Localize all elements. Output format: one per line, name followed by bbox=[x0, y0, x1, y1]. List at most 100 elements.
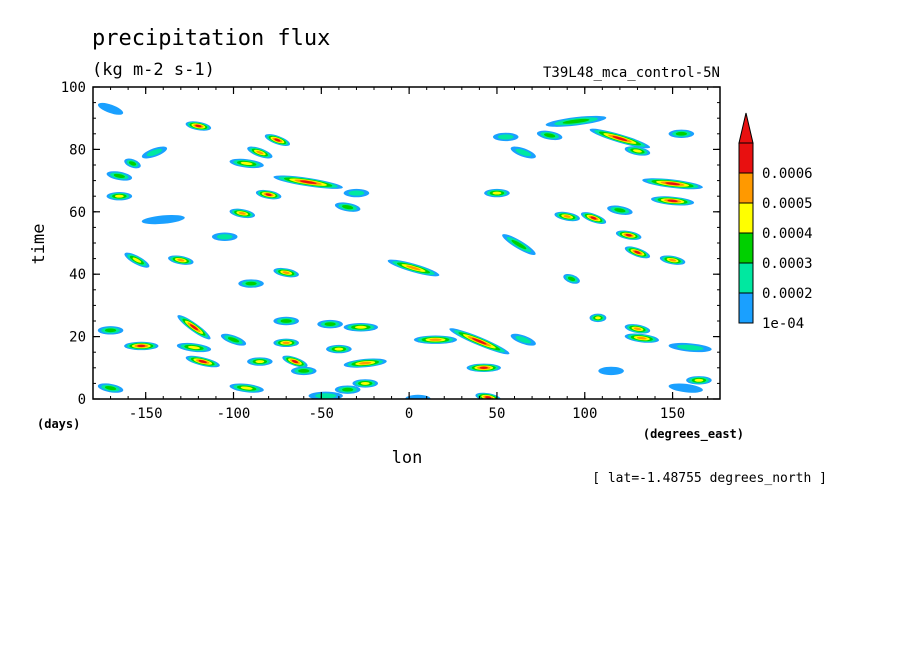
precip-event bbox=[343, 323, 379, 332]
precip-event bbox=[554, 211, 580, 222]
contour-band bbox=[128, 161, 137, 166]
colorbar-label: 1e-04 bbox=[762, 316, 804, 332]
contour-band bbox=[360, 381, 370, 385]
precip-event bbox=[273, 267, 299, 278]
precip-event bbox=[211, 232, 238, 241]
precip-event bbox=[589, 313, 607, 323]
precip-event bbox=[141, 146, 168, 159]
precip-event bbox=[615, 230, 642, 240]
contour-band bbox=[238, 212, 246, 215]
colorbar: 1e-04 0.0002 0.0003 0.0004 0.0005 0.0006 bbox=[738, 112, 813, 332]
contour-band bbox=[195, 124, 202, 128]
contour-band bbox=[590, 216, 597, 220]
x-tick-label: 0 bbox=[405, 406, 413, 422]
contour-band bbox=[280, 319, 292, 323]
contour-band bbox=[114, 194, 124, 198]
precip-event bbox=[668, 342, 712, 353]
precip-event bbox=[177, 315, 211, 340]
precipitation-events bbox=[97, 102, 712, 399]
colorbar-label: 0.0005 bbox=[762, 196, 813, 212]
precip-event bbox=[124, 252, 150, 268]
precip-event bbox=[580, 212, 607, 225]
contour-band bbox=[334, 347, 344, 351]
contour-band bbox=[341, 387, 354, 392]
plot-area bbox=[93, 87, 720, 399]
colorbar-swatch bbox=[738, 232, 754, 264]
x-tick-label: -150 bbox=[129, 406, 163, 422]
contour-band bbox=[429, 338, 442, 341]
contour-band bbox=[492, 191, 502, 195]
precip-event bbox=[106, 192, 133, 201]
precip-event bbox=[466, 363, 501, 372]
contour-band bbox=[177, 258, 185, 262]
contour-band bbox=[543, 133, 556, 138]
colorbar-swatch bbox=[738, 172, 754, 204]
precip-event bbox=[124, 158, 141, 169]
contour-band bbox=[595, 316, 601, 320]
precip-event bbox=[387, 259, 440, 277]
precip-event bbox=[255, 189, 282, 200]
contour-band bbox=[667, 199, 678, 203]
contour-band bbox=[245, 281, 257, 286]
precip-event bbox=[220, 333, 247, 346]
precip-event bbox=[668, 383, 703, 393]
precip-event bbox=[229, 158, 264, 169]
contour-band bbox=[359, 361, 372, 365]
colorbar-swatch bbox=[738, 142, 754, 174]
contour-band bbox=[315, 393, 337, 399]
precip-event bbox=[484, 188, 510, 198]
contour-band bbox=[146, 148, 163, 157]
colorbar-swatch bbox=[738, 262, 754, 294]
precip-event bbox=[317, 319, 343, 329]
contour-band bbox=[563, 215, 571, 218]
precip-event bbox=[651, 196, 695, 206]
precip-event bbox=[334, 202, 361, 212]
contour-band bbox=[256, 150, 264, 155]
precip-event bbox=[343, 358, 387, 368]
y-tick-label: 80 bbox=[69, 142, 86, 158]
colorbar-label: 0.0003 bbox=[762, 256, 813, 272]
contour-band bbox=[634, 250, 641, 254]
contour-band bbox=[676, 344, 704, 351]
y-tick-label: 20 bbox=[69, 330, 86, 346]
contour-band bbox=[265, 193, 272, 196]
precip-event bbox=[686, 376, 712, 385]
precip-event bbox=[510, 333, 536, 346]
contour-band bbox=[227, 337, 240, 343]
precip-event bbox=[326, 344, 352, 354]
precip-event bbox=[273, 338, 299, 348]
colorbar-label: 0.0006 bbox=[762, 166, 813, 182]
precip-event bbox=[642, 178, 703, 190]
y-tick-label: 40 bbox=[69, 267, 86, 283]
precip-event bbox=[97, 326, 124, 335]
precip-event bbox=[624, 146, 651, 156]
colorbar-swatch bbox=[738, 202, 754, 234]
precip-event bbox=[607, 205, 633, 215]
contour-band bbox=[188, 345, 200, 350]
contour-band bbox=[104, 385, 117, 391]
precip-event bbox=[229, 383, 264, 393]
contour-band bbox=[614, 208, 626, 213]
contour-band bbox=[515, 336, 532, 344]
precip-event bbox=[176, 342, 212, 353]
contour-band bbox=[675, 131, 688, 136]
contour-band bbox=[515, 148, 532, 157]
precip-event bbox=[343, 188, 370, 198]
precip-event bbox=[624, 333, 659, 343]
contour-band bbox=[633, 149, 642, 153]
contour-band bbox=[485, 396, 492, 399]
contour-band bbox=[598, 366, 624, 376]
contour-band bbox=[299, 180, 317, 184]
contour-band bbox=[113, 173, 126, 179]
precip-event bbox=[185, 121, 212, 131]
contour-band bbox=[141, 214, 185, 225]
contour-band bbox=[198, 360, 207, 364]
y-tick-label: 0 bbox=[78, 392, 86, 408]
contour-band bbox=[240, 161, 253, 166]
precip-event bbox=[124, 341, 159, 351]
precip-event bbox=[413, 335, 458, 344]
contour-band bbox=[665, 182, 680, 186]
precip-event bbox=[247, 146, 273, 159]
contour-band bbox=[479, 366, 488, 369]
